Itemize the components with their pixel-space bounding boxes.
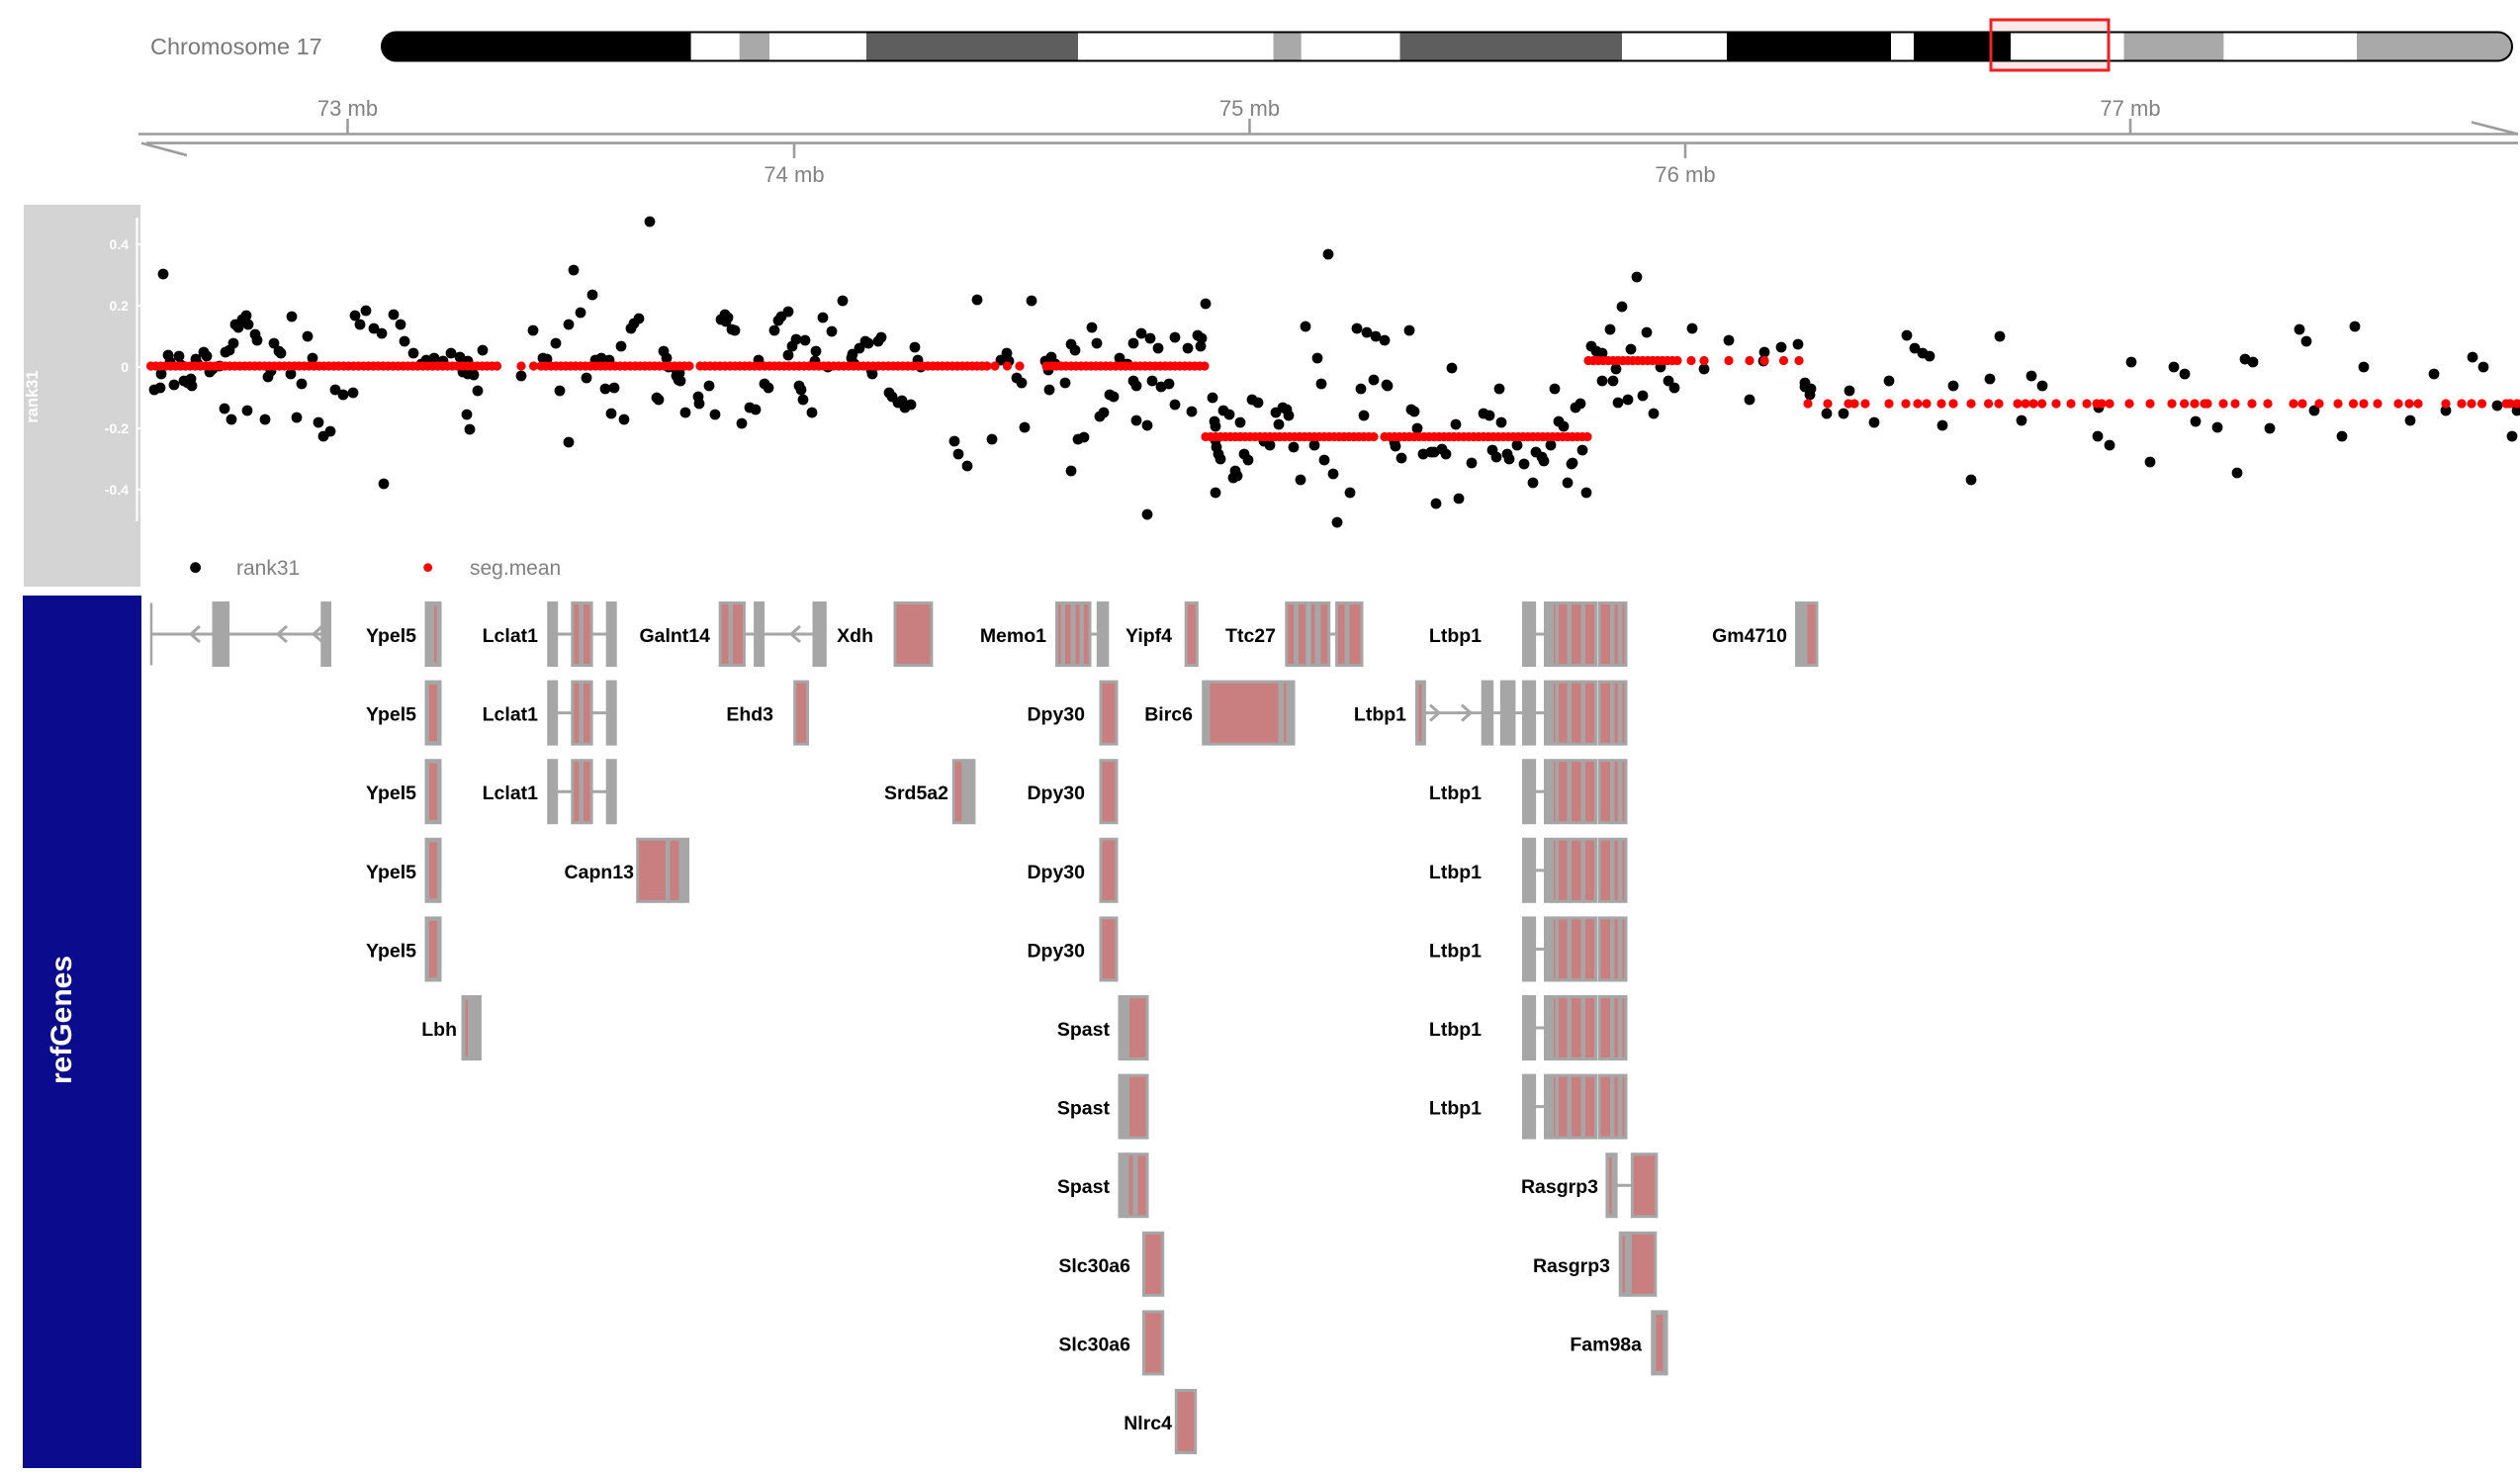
svg-text:-0.2: -0.2: [105, 420, 129, 436]
svg-text:Lclat1: Lclat1: [483, 783, 539, 804]
svg-text:Ltbp1: Ltbp1: [1429, 625, 1482, 647]
svg-text:Dpy30: Dpy30: [1027, 940, 1085, 962]
svg-text:Galnt14: Galnt14: [639, 625, 710, 647]
svg-text:rank31: rank31: [24, 370, 42, 422]
svg-text:Ypel5: Ypel5: [366, 862, 416, 883]
svg-text:Lclat1: Lclat1: [483, 704, 539, 726]
svg-text:Dpy30: Dpy30: [1027, 862, 1085, 883]
svg-text:Capn13: Capn13: [565, 862, 635, 883]
svg-text:Ltbp1: Ltbp1: [1429, 783, 1482, 804]
svg-text:0.2: 0.2: [110, 298, 130, 314]
svg-text:Birc6: Birc6: [1144, 704, 1193, 726]
svg-text:76 mb: 76 mb: [1655, 162, 1715, 187]
svg-text:Ltbp1: Ltbp1: [1429, 1019, 1482, 1041]
svg-text:74 mb: 74 mb: [764, 162, 824, 187]
svg-text:Memo1: Memo1: [980, 625, 1046, 647]
svg-text:Ltbp1: Ltbp1: [1429, 940, 1482, 962]
svg-text:77 mb: 77 mb: [2100, 96, 2160, 121]
svg-text:Ttc27: Ttc27: [1225, 625, 1276, 647]
svg-text:Chromosome 17: Chromosome 17: [150, 34, 322, 59]
svg-text:Lclat1: Lclat1: [483, 625, 539, 647]
svg-text:75 mb: 75 mb: [1219, 96, 1280, 121]
svg-text:Ypel5: Ypel5: [366, 625, 416, 647]
svg-text:Spast: Spast: [1057, 1176, 1111, 1198]
svg-text:Rasgrp3: Rasgrp3: [1533, 1255, 1610, 1277]
svg-text:Fam98a: Fam98a: [1570, 1334, 1642, 1355]
svg-text:Spast: Spast: [1057, 1019, 1111, 1041]
svg-text:Ltbp1: Ltbp1: [1354, 704, 1406, 726]
svg-text:seg.mean: seg.mean: [470, 557, 561, 580]
svg-text:Ypel5: Ypel5: [366, 704, 416, 726]
svg-text:Slc30a6: Slc30a6: [1058, 1255, 1130, 1277]
svg-text:Lbh: Lbh: [421, 1019, 457, 1041]
svg-text:0: 0: [121, 359, 129, 375]
svg-text:Dpy30: Dpy30: [1027, 783, 1085, 804]
svg-text:Rasgrp3: Rasgrp3: [1521, 1176, 1598, 1198]
svg-text:Ypel5: Ypel5: [366, 783, 416, 804]
svg-text:Xdh: Xdh: [837, 625, 873, 647]
svg-text:Ehd3: Ehd3: [726, 704, 773, 726]
svg-text:Slc30a6: Slc30a6: [1058, 1334, 1130, 1355]
svg-text:-0.4: -0.4: [105, 482, 129, 498]
svg-text:Gm4710: Gm4710: [1712, 625, 1787, 647]
svg-text:Spast: Spast: [1057, 1098, 1111, 1120]
svg-text:Nlrc4: Nlrc4: [1124, 1413, 1172, 1434]
svg-text:Yipf4: Yipf4: [1125, 625, 1172, 647]
svg-text:0.4: 0.4: [110, 236, 130, 252]
svg-text:refGenes: refGenes: [45, 956, 78, 1084]
svg-text:73 mb: 73 mb: [317, 96, 378, 121]
svg-text:rank31: rank31: [236, 557, 300, 580]
svg-text:Dpy30: Dpy30: [1027, 704, 1085, 726]
svg-text:Ltbp1: Ltbp1: [1429, 862, 1482, 883]
svg-text:Ltbp1: Ltbp1: [1429, 1098, 1482, 1120]
svg-text:Ypel5: Ypel5: [366, 940, 416, 962]
svg-text:Srd5a2: Srd5a2: [884, 783, 948, 804]
